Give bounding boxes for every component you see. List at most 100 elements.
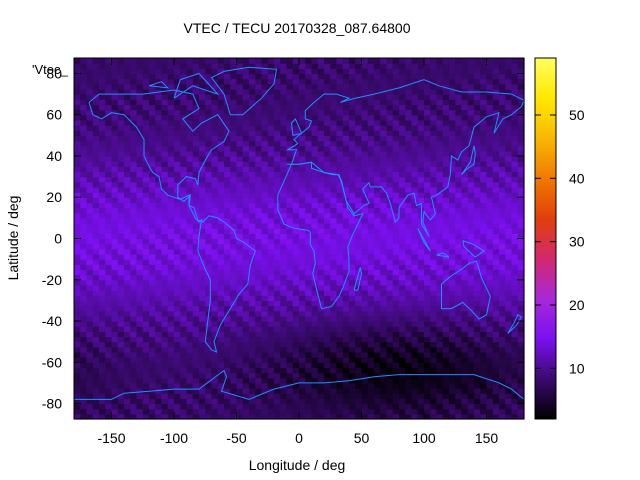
heatmap-cell [167, 290, 175, 296]
heatmap-cell [436, 248, 444, 255]
heatmap-cell [111, 408, 119, 415]
heatmap-cell [261, 181, 269, 188]
heatmap-cell [330, 166, 338, 173]
heatmap-cell [99, 388, 106, 394]
heatmap-cell [324, 228, 331, 234]
heatmap-cell [436, 331, 444, 338]
heatmap-cell [380, 223, 388, 229]
heatmap-cell [280, 197, 288, 203]
heatmap-cell [436, 186, 444, 193]
heatmap-cell [430, 78, 438, 85]
heatmap-cell [317, 408, 325, 415]
heatmap-cell [192, 253, 200, 260]
heatmap-cell [74, 284, 81, 291]
heatmap-cell [342, 176, 350, 183]
heatmap-cell [405, 243, 413, 250]
heatmap-cell [142, 295, 150, 301]
heatmap-cell [405, 83, 413, 90]
heatmap-cell [167, 362, 175, 369]
heatmap-cell [474, 408, 481, 415]
heatmap-cell [374, 104, 381, 111]
heatmap-cell [242, 403, 250, 410]
heatmap-cell [236, 68, 244, 75]
heatmap-cell [499, 125, 506, 131]
heatmap-cell [430, 155, 438, 162]
heatmap-cell [186, 243, 194, 250]
heatmap-cell [430, 68, 438, 75]
heatmap-cell [136, 408, 144, 415]
heatmap-cell [324, 413, 331, 420]
heatmap-cell [136, 310, 144, 317]
heatmap-cell [430, 233, 438, 240]
heatmap-cell [192, 181, 200, 188]
heatmap-cell [505, 145, 513, 152]
heatmap-cell [449, 186, 456, 193]
heatmap-cell [99, 99, 106, 106]
heatmap-cell [349, 88, 356, 95]
heatmap-cell [86, 341, 94, 348]
heatmap-cell [367, 305, 375, 312]
heatmap-cell [467, 377, 475, 384]
heatmap-cell [411, 310, 419, 317]
heatmap-cell [417, 253, 425, 260]
heatmap-cell [355, 346, 363, 353]
heatmap-cell [392, 161, 400, 167]
heatmap-cell [192, 176, 200, 183]
heatmap-cell [124, 197, 131, 203]
heatmap-cell [474, 351, 481, 358]
heatmap-cell [249, 217, 256, 224]
heatmap-cell [424, 155, 431, 162]
heatmap-cell [436, 155, 444, 162]
heatmap-cell [455, 125, 463, 131]
heatmap-cell [155, 279, 163, 286]
heatmap-cell [286, 192, 294, 198]
heatmap-cell [180, 217, 188, 224]
heatmap-cell [386, 161, 394, 167]
heatmap-cell [474, 290, 481, 296]
heatmap-cell [174, 351, 181, 358]
heatmap-cell [124, 73, 131, 80]
heatmap-cell [492, 393, 500, 399]
heatmap-cell [330, 382, 338, 389]
heatmap-cell [242, 310, 250, 317]
heatmap-cell [280, 155, 288, 162]
heatmap-cell [461, 290, 469, 296]
heatmap-cell [374, 83, 381, 90]
heatmap-cell [136, 331, 144, 338]
heatmap-cell [211, 331, 219, 338]
heatmap-cell [111, 140, 119, 147]
heatmap-cell [399, 336, 406, 343]
heatmap-cell [217, 68, 225, 75]
heatmap-cell [86, 331, 94, 338]
heatmap-cell [99, 248, 106, 255]
heatmap-cell [342, 119, 350, 126]
heatmap-cell [492, 63, 500, 69]
heatmap-cell [124, 130, 131, 136]
heatmap-cell [361, 362, 369, 369]
heatmap-cell [192, 73, 200, 80]
heatmap-cell [199, 351, 206, 358]
heatmap-cell [186, 130, 194, 136]
heatmap-cell [74, 413, 81, 420]
heatmap-cell [242, 393, 250, 399]
heatmap-cell [124, 310, 131, 317]
heatmap-cell [311, 109, 319, 116]
heatmap-cell [374, 341, 381, 348]
heatmap-cell [486, 253, 494, 260]
heatmap-cell [367, 140, 375, 147]
heatmap-cell [274, 300, 281, 307]
heatmap-cell [86, 171, 94, 178]
heatmap-cell [142, 331, 150, 338]
heatmap-cell [136, 166, 144, 173]
heatmap-cell [80, 321, 88, 327]
heatmap-cell [124, 398, 131, 405]
heatmap-cell [199, 346, 206, 353]
heatmap-cell [299, 253, 306, 260]
heatmap-cell [349, 212, 356, 219]
heatmap-cell [405, 217, 413, 224]
heatmap-cell [367, 295, 375, 301]
heatmap-cell [92, 305, 100, 312]
heatmap-cell [280, 274, 288, 281]
heatmap-cell [192, 408, 200, 415]
heatmap-cell [374, 274, 381, 281]
